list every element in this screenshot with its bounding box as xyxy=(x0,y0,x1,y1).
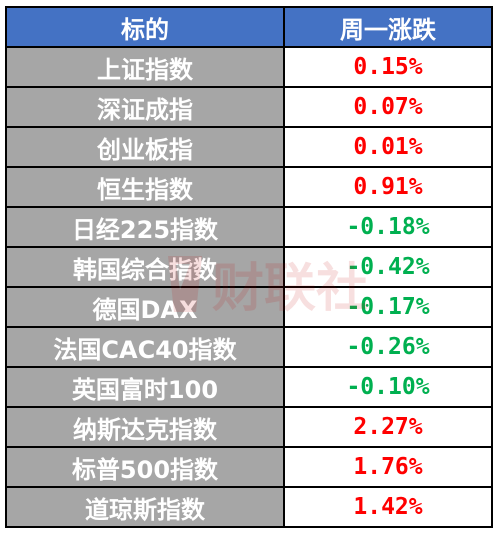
table-row: 标普500指数 1.76% xyxy=(7,448,493,488)
index-change: 2.27% xyxy=(285,408,493,448)
index-change: -0.17% xyxy=(285,288,493,328)
index-change: -0.10% xyxy=(285,368,493,408)
index-change: 0.15% xyxy=(285,48,493,88)
index-change: -0.18% xyxy=(285,208,493,248)
table-row: 德国DAX -0.17% xyxy=(7,288,493,328)
index-name: 深证成指 xyxy=(7,88,285,128)
index-name: 日经225指数 xyxy=(7,208,285,248)
table-row: 英国富时100 -0.10% xyxy=(7,368,493,408)
table-row: 恒生指数 0.91% xyxy=(7,168,493,208)
table-header-row: 标的 周一涨跌 xyxy=(7,8,493,48)
index-name: 创业板指 xyxy=(7,128,285,168)
index-name: 德国DAX xyxy=(7,288,285,328)
table-row: 道琼斯指数 1.42% xyxy=(7,488,493,528)
index-name: 韩国综合指数 xyxy=(7,248,285,288)
table-row: 深证成指 0.07% xyxy=(7,88,493,128)
index-name: 恒生指数 xyxy=(7,168,285,208)
table-row: 法国CAC40指数 -0.26% xyxy=(7,328,493,368)
index-change: -0.26% xyxy=(285,328,493,368)
index-change: -0.42% xyxy=(285,248,493,288)
header-monday-change: 周一涨跌 xyxy=(285,8,493,48)
index-change: 0.07% xyxy=(285,88,493,128)
index-change: 0.91% xyxy=(285,168,493,208)
index-name: 标普500指数 xyxy=(7,448,285,488)
index-name: 法国CAC40指数 xyxy=(7,328,285,368)
index-name: 道琼斯指数 xyxy=(7,488,285,528)
index-change: 1.76% xyxy=(285,448,493,488)
index-name: 英国富时100 xyxy=(7,368,285,408)
index-name: 上证指数 xyxy=(7,48,285,88)
table-row: 纳斯达克指数 2.27% xyxy=(7,408,493,448)
market-change-table: 标的 周一涨跌 上证指数 0.15% 深证成指 0.07% 创业板指 0.01%… xyxy=(5,6,493,528)
header-target: 标的 xyxy=(7,8,285,48)
index-change: 0.01% xyxy=(285,128,493,168)
table-row: 上证指数 0.15% xyxy=(7,48,493,88)
table-row: 创业板指 0.01% xyxy=(7,128,493,168)
table-row: 日经225指数 -0.18% xyxy=(7,208,493,248)
index-name: 纳斯达克指数 xyxy=(7,408,285,448)
table-row: 韩国综合指数 -0.42% xyxy=(7,248,493,288)
index-change: 1.42% xyxy=(285,488,493,528)
